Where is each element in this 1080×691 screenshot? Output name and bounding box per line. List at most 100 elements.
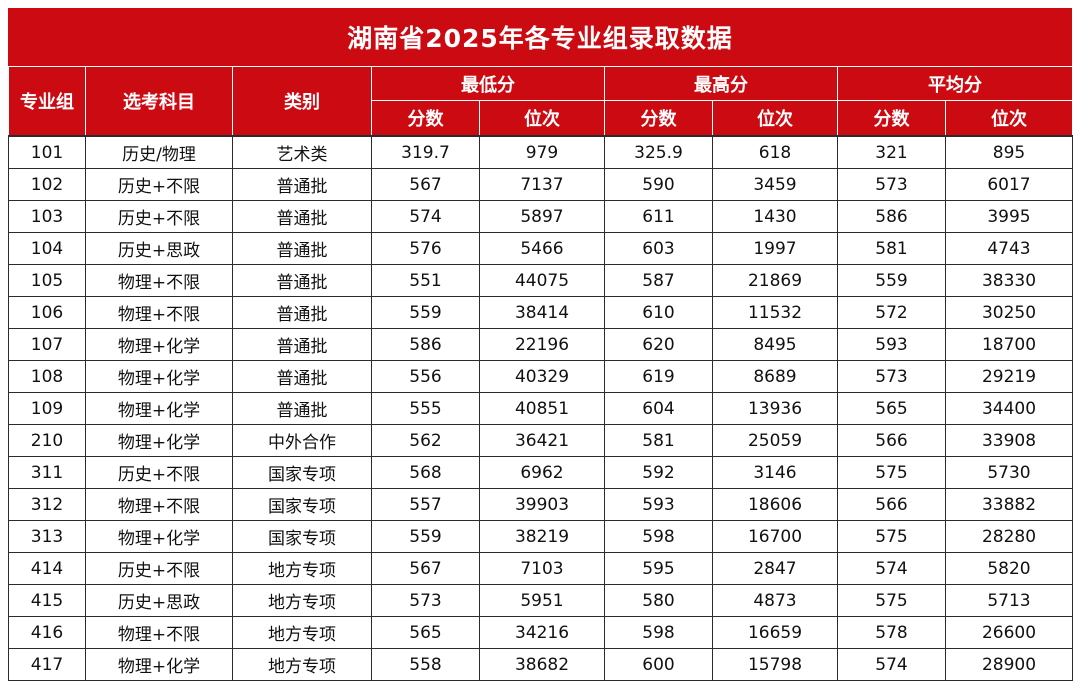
cell-avg-score: 586 [837, 200, 946, 233]
table-row: 105 物理+不限 普通批 551 44075 587 21869 559 38330 [8, 264, 1073, 297]
header-avg-rank: 位次 [945, 100, 1073, 137]
cell-min-rank: 979 [479, 135, 605, 169]
cell-category: 普通批 [232, 360, 372, 393]
cell-max-score: 620 [604, 328, 713, 361]
cell-min-score: 568 [371, 456, 480, 489]
cell-min-score: 558 [371, 648, 480, 681]
cell-avg-score: 573 [837, 168, 946, 201]
cell-subject: 物理+化学 [85, 520, 233, 553]
cell-avg-rank: 18700 [945, 328, 1073, 361]
cell-min-rank: 36421 [479, 424, 605, 457]
cell-subject: 物理+不限 [85, 264, 233, 297]
cell-group: 313 [8, 520, 86, 553]
cell-max-score: 325.9 [604, 135, 713, 169]
cell-max-rank: 13936 [712, 392, 838, 425]
cell-avg-score: 574 [837, 648, 946, 681]
cell-min-score: 559 [371, 296, 480, 329]
header-row-2: 分数 位次 分数 位次 分数 位次 [9, 100, 1073, 137]
cell-min-rank: 7103 [479, 552, 605, 585]
cell-subject: 物理+化学 [85, 328, 233, 361]
cell-max-rank: 11532 [712, 296, 838, 329]
cell-min-rank: 6962 [479, 456, 605, 489]
cell-subject: 历史+思政 [85, 232, 233, 265]
cell-max-score: 580 [604, 584, 713, 617]
table-row: 414 历史+不限 地方专项 567 7103 595 2847 574 5820 [8, 552, 1073, 585]
cell-subject: 物理+不限 [85, 488, 233, 521]
cell-max-score: 604 [604, 392, 713, 425]
cell-max-rank: 1997 [712, 232, 838, 265]
cell-group: 105 [8, 264, 86, 297]
cell-avg-score: 581 [837, 232, 946, 265]
cell-min-rank: 7137 [479, 168, 605, 201]
cell-min-rank: 22196 [479, 328, 605, 361]
cell-max-score: 587 [604, 264, 713, 297]
cell-max-rank: 16659 [712, 616, 838, 649]
cell-avg-score: 575 [837, 456, 946, 489]
table-row: 106 物理+不限 普通批 559 38414 610 11532 572 30250 [8, 296, 1073, 329]
cell-avg-rank: 38330 [945, 264, 1073, 297]
cell-category: 地方专项 [232, 616, 372, 649]
cell-max-rank: 25059 [712, 424, 838, 457]
cell-avg-rank: 5713 [945, 584, 1073, 617]
cell-min-rank: 5951 [479, 584, 605, 617]
cell-avg-rank: 30250 [945, 296, 1073, 329]
cell-min-score: 555 [371, 392, 480, 425]
table-row: 417 物理+化学 地方专项 558 38682 600 15798 574 28900 [8, 648, 1073, 681]
cell-avg-score: 572 [837, 296, 946, 329]
cell-max-rank: 2847 [712, 552, 838, 585]
cell-max-score: 592 [604, 456, 713, 489]
cell-group: 109 [8, 392, 86, 425]
cell-category: 地方专项 [232, 648, 372, 681]
header-min-score: 分数 [371, 100, 480, 137]
cell-min-score: 586 [371, 328, 480, 361]
cell-category: 普通批 [232, 200, 372, 233]
cell-avg-rank: 28280 [945, 520, 1073, 553]
cell-group: 312 [8, 488, 86, 521]
header-max: 最高分 [604, 66, 838, 101]
cell-avg-score: 559 [837, 264, 946, 297]
cell-group: 106 [8, 296, 86, 329]
cell-avg-rank: 33882 [945, 488, 1073, 521]
cell-max-rank: 8495 [712, 328, 838, 361]
header-category: 类别 [232, 66, 372, 137]
cell-category: 普通批 [232, 168, 372, 201]
header-subject: 选考科目 [85, 66, 233, 137]
cell-category: 普通批 [232, 296, 372, 329]
cell-min-rank: 5466 [479, 232, 605, 265]
cell-max-rank: 3146 [712, 456, 838, 489]
cell-avg-rank: 5820 [945, 552, 1073, 585]
table-row: 108 物理+化学 普通批 556 40329 619 8689 573 29219 [8, 360, 1073, 393]
cell-max-score: 603 [604, 232, 713, 265]
cell-min-score: 556 [371, 360, 480, 393]
cell-max-score: 593 [604, 488, 713, 521]
cell-min-score: 565 [371, 616, 480, 649]
table-row: 101 历史/物理 艺术类 319.7 979 325.9 618 321 895 [8, 135, 1073, 169]
cell-avg-score: 565 [837, 392, 946, 425]
cell-subject: 历史+不限 [85, 168, 233, 201]
table-row: 104 历史+思政 普通批 576 5466 603 1997 581 4743 [8, 232, 1073, 265]
cell-min-score: 567 [371, 168, 480, 201]
cell-avg-rank: 34400 [945, 392, 1073, 425]
cell-min-score: 551 [371, 264, 480, 297]
cell-category: 国家专项 [232, 456, 372, 489]
table-row: 107 物理+化学 普通批 586 22196 620 8495 593 18700 [8, 328, 1073, 361]
cell-max-score: 600 [604, 648, 713, 681]
cell-avg-rank: 28900 [945, 648, 1073, 681]
table-body: 101 历史/物理 艺术类 319.7 979 325.9 618 321 895 102 历史+不… [8, 135, 1073, 681]
cell-min-rank: 38414 [479, 296, 605, 329]
header-row-1: 专业组 选考科目 类别 最低分 最高分 平均分 [8, 66, 1073, 137]
header-avg-score: 分数 [837, 100, 946, 137]
table-title: 湖南省2025年各专业组录取数据 [8, 8, 1072, 66]
cell-subject: 物理+不限 [85, 616, 233, 649]
cell-max-rank: 618 [712, 135, 838, 169]
cell-max-rank: 4873 [712, 584, 838, 617]
cell-max-score: 598 [604, 520, 713, 553]
cell-avg-rank: 3995 [945, 200, 1073, 233]
cell-avg-score: 566 [837, 424, 946, 457]
cell-group: 104 [8, 232, 86, 265]
cell-group: 107 [8, 328, 86, 361]
cell-max-score: 590 [604, 168, 713, 201]
cell-max-rank: 15798 [712, 648, 838, 681]
cell-min-score: 567 [371, 552, 480, 585]
header-min-rank: 位次 [479, 100, 605, 137]
